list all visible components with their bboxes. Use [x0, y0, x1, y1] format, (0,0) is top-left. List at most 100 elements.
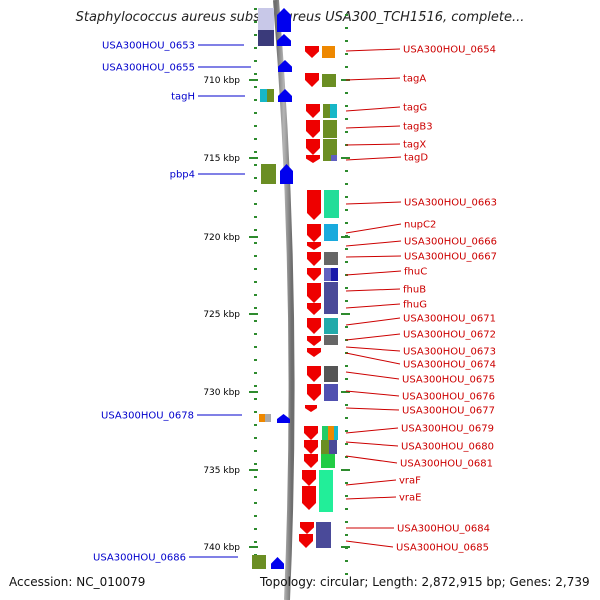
gene-label-left: USA300HOU_0678 — [101, 411, 194, 422]
gene-leader-line — [345, 303, 401, 309]
gene-label-right: tagX — [403, 140, 426, 151]
reverse-gene-arrow — [302, 470, 316, 486]
reverse-gene-arrow — [307, 242, 321, 250]
reverse-gene-arrow — [307, 384, 321, 401]
cog-block — [334, 426, 338, 440]
gene-label-left: USA300HOU_0686 — [93, 553, 186, 564]
gene-leader-line — [345, 125, 401, 129]
gene-label-left: pbp4 — [170, 170, 195, 181]
accession-text: Accession: NC_010079 — [9, 575, 146, 589]
forward-gene-arrow — [277, 414, 290, 423]
gene-label-left: USA300HOU_0655 — [102, 63, 195, 74]
tick-mark — [345, 170, 348, 172]
tick-mark — [345, 300, 348, 302]
cog-block — [259, 414, 265, 422]
gene-label-right: fhuC — [404, 267, 427, 278]
tick-mark — [345, 365, 348, 367]
cog-block — [324, 282, 338, 302]
tick-mark — [254, 476, 257, 478]
gene-label-right: USA300HOU_0666 — [404, 237, 497, 248]
gene-leader-line — [345, 427, 399, 434]
tick-mark — [254, 307, 257, 309]
cog-block — [321, 440, 329, 454]
right-gene-labels: USA300HOU_0654 tagA tagG tagB3 tagX tagD USA30… — [345, 45, 497, 554]
reverse-gene-arrow — [300, 522, 314, 534]
forward-gene-arrow — [271, 557, 284, 569]
cog-block — [261, 164, 276, 184]
cog-block — [260, 89, 267, 102]
gene-label-right: USA300HOU_0673 — [403, 347, 496, 358]
tick-mark — [345, 430, 348, 432]
reverse-gene-arrow — [302, 486, 316, 510]
tick-mark — [254, 255, 257, 257]
tick-mark — [254, 268, 257, 270]
gene-label-right: USA300HOU_0672 — [403, 330, 496, 341]
tick-mark — [345, 404, 348, 406]
gene-label-right: USA300HOU_0680 — [401, 442, 494, 453]
cog-block — [321, 454, 335, 468]
reverse-gene-arrow — [307, 190, 321, 220]
cog-block — [258, 8, 274, 32]
tick-mark — [345, 118, 348, 120]
reverse-gene-arrow — [305, 73, 319, 87]
cog-block — [330, 104, 337, 118]
cog-block — [331, 155, 337, 161]
gene-leader-line — [345, 317, 401, 326]
tick-mark — [345, 573, 348, 575]
cog-block — [322, 74, 336, 87]
tick-mark — [345, 326, 348, 328]
cog-block — [324, 268, 331, 281]
tick-mark — [254, 515, 257, 517]
gene-leader-line — [345, 390, 400, 397]
tick-mark — [254, 385, 257, 387]
tick-mark — [254, 47, 257, 49]
tick-mark — [254, 125, 257, 127]
tick-mark — [345, 456, 348, 458]
tick-mark — [254, 242, 257, 244]
reverse-gene-arrow — [305, 46, 319, 58]
features-layer — [252, 8, 339, 569]
reverse-gene-arrow — [307, 318, 321, 334]
reverse-gene-arrow — [307, 252, 321, 266]
gene-leader-line — [345, 540, 394, 548]
gene-leader-line — [345, 143, 401, 146]
gene-label-right: USA300HOU_0654 — [403, 45, 496, 56]
tick-mark — [345, 14, 348, 16]
tick-mark — [345, 131, 348, 133]
tick-mark — [254, 489, 257, 491]
gene-label-left: USA300HOU_0653 — [102, 41, 195, 52]
scale-label: 720 kbp — [203, 233, 240, 243]
cog-block — [265, 414, 271, 422]
tick-mark — [254, 359, 257, 361]
scale-label: 710 kbp — [203, 76, 240, 86]
tick-mark — [345, 287, 348, 289]
cog-block — [319, 470, 333, 512]
gene-leader-line — [345, 333, 401, 341]
tick-mark — [254, 177, 257, 179]
tick-mark — [254, 463, 257, 465]
tick-mark — [254, 541, 257, 543]
tick-mark — [345, 27, 348, 29]
gene-leader-line — [345, 352, 401, 365]
tick-mark — [254, 229, 257, 231]
cog-block — [323, 139, 337, 155]
reverse-gene-arrow — [307, 268, 321, 281]
tick-mark — [254, 398, 257, 400]
reverse-gene-arrow — [306, 104, 320, 118]
tick-mark — [345, 508, 348, 510]
tick-mark — [345, 209, 348, 211]
gene-leader-line — [345, 240, 402, 247]
cog-block — [324, 384, 338, 401]
gene-leader-line — [345, 255, 402, 258]
reverse-gene-arrow — [306, 139, 320, 155]
tick-mark — [254, 21, 257, 23]
map-title: Staphylococcus aureus subsp. aureus USA3… — [75, 10, 525, 25]
tick-mark — [345, 183, 348, 185]
gene-leader-line — [345, 270, 402, 276]
reverse-gene-arrow — [304, 454, 318, 468]
cog-block — [329, 440, 337, 454]
gene-label-right: USA300HOU_0674 — [403, 360, 496, 371]
scale-label: 725 kbp — [203, 310, 240, 320]
tick-mark — [345, 482, 348, 484]
